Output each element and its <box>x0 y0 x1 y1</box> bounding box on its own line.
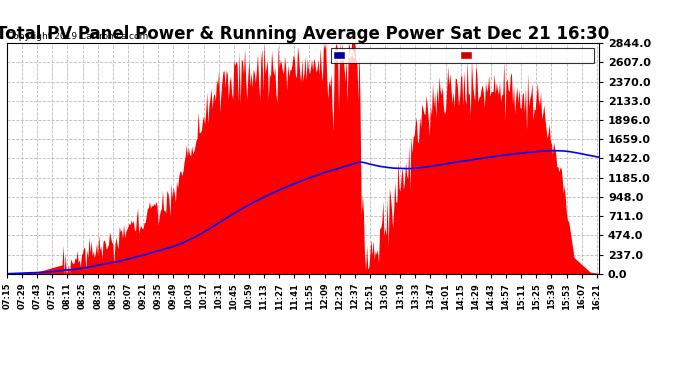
Text: Copyright 2019 Cartronics.com: Copyright 2019 Cartronics.com <box>7 32 148 41</box>
Legend: Average (DC Watts), PV Panels (DC Watts): Average (DC Watts), PV Panels (DC Watts) <box>331 48 594 63</box>
Title: Total PV Panel Power & Running Average Power Sat Dec 21 16:30: Total PV Panel Power & Running Average P… <box>0 25 609 43</box>
